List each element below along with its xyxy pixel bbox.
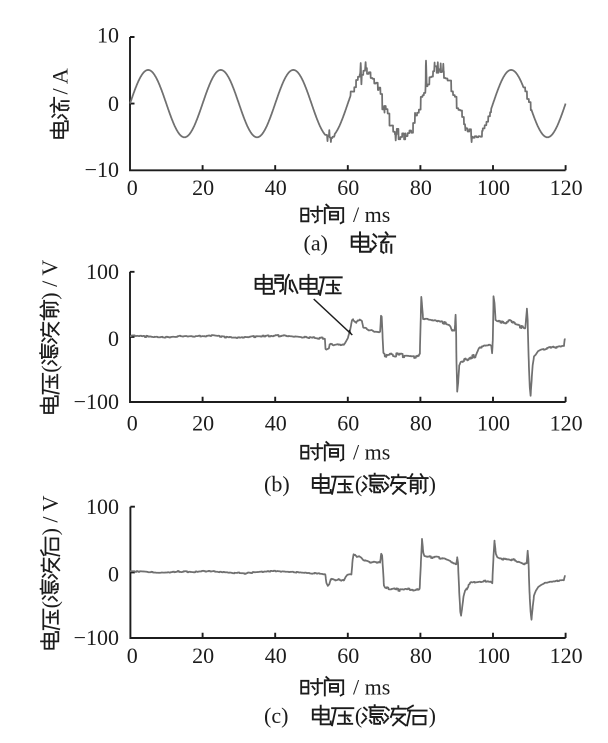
svg-text:20: 20 [192, 175, 214, 200]
svg-text:40: 40 [265, 411, 287, 436]
svg-text:/ ms: / ms [353, 439, 390, 464]
svg-text:/ ms: / ms [353, 674, 390, 699]
svg-text:80: 80 [410, 411, 432, 436]
svg-text:0: 0 [127, 175, 138, 200]
svg-text:40: 40 [265, 643, 287, 668]
svg-text:60: 60 [337, 643, 359, 668]
svg-text:): ) [429, 472, 436, 497]
svg-text:100: 100 [86, 259, 119, 284]
svg-text:0: 0 [127, 643, 138, 668]
svg-text:0: 0 [108, 326, 119, 351]
svg-text:100: 100 [477, 643, 510, 668]
svg-text:60: 60 [337, 411, 359, 436]
svg-text:/ A: / A [48, 68, 73, 94]
svg-text:80: 80 [410, 175, 432, 200]
svg-text:(: ( [38, 601, 63, 608]
svg-text:−100: −100 [74, 625, 119, 650]
svg-text:−100: −100 [74, 389, 119, 414]
svg-text:20: 20 [192, 411, 214, 436]
svg-text:(: ( [37, 365, 62, 372]
svg-text:(: ( [355, 703, 362, 728]
svg-text:100: 100 [86, 494, 119, 519]
svg-text:) / V: ) / V [38, 495, 63, 535]
svg-text:) / V: ) / V [37, 260, 62, 300]
svg-text:120: 120 [550, 643, 583, 668]
svg-text:0: 0 [127, 411, 138, 436]
svg-text:(a): (a) [304, 231, 328, 256]
svg-text:60: 60 [337, 175, 359, 200]
svg-text:/ ms: / ms [353, 202, 390, 227]
svg-text:(c): (c) [264, 703, 288, 728]
svg-text:80: 80 [410, 643, 432, 668]
svg-text:−10: −10 [85, 157, 119, 182]
svg-text:100: 100 [477, 175, 510, 200]
svg-text:): ) [429, 703, 436, 728]
svg-text:120: 120 [550, 175, 583, 200]
svg-text:20: 20 [192, 643, 214, 668]
svg-text:0: 0 [108, 561, 119, 586]
svg-text:100: 100 [477, 411, 510, 436]
svg-text:(: ( [355, 472, 362, 497]
svg-text:40: 40 [265, 175, 287, 200]
svg-text:(b): (b) [264, 472, 290, 497]
svg-text:10: 10 [97, 23, 119, 48]
svg-text:0: 0 [108, 91, 119, 116]
svg-text:120: 120 [550, 411, 583, 436]
